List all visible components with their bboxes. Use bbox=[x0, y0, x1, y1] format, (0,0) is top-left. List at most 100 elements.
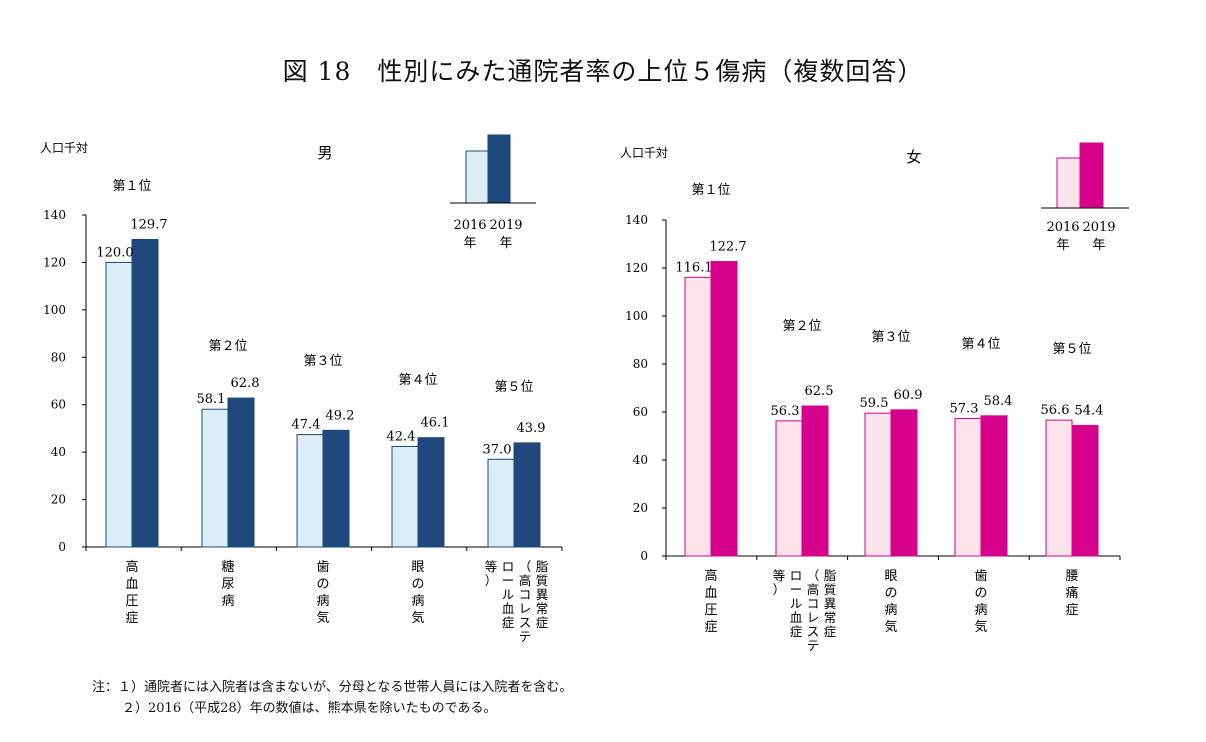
female-category-label: 眼 bbox=[884, 569, 897, 584]
male-value-label-2016: 120.0 bbox=[96, 245, 133, 260]
female-category-label: 常 bbox=[824, 610, 837, 625]
male-y-tick-label: 40 bbox=[51, 445, 66, 459]
female-category-label: 脂 bbox=[824, 568, 837, 583]
male-category-label: 症 bbox=[536, 615, 549, 630]
male-legend-swatch-2019 bbox=[487, 134, 511, 204]
female-bar-2019 bbox=[710, 261, 738, 557]
male-y-axis-label: 人口千対 bbox=[40, 141, 88, 155]
female-bar-2016 bbox=[684, 276, 712, 557]
male-category-label: 症 bbox=[502, 615, 515, 630]
male-category-label: ロ bbox=[502, 559, 515, 574]
male-category-label: 質 bbox=[536, 573, 549, 588]
male-bar-2019 bbox=[417, 437, 445, 548]
female-value-label-2019: 62.5 bbox=[805, 384, 834, 399]
female-bar-2016 bbox=[775, 420, 803, 557]
female-category-label: ） bbox=[773, 582, 786, 597]
female-category-label: （ bbox=[807, 568, 820, 583]
female-y-tick-label: 100 bbox=[625, 309, 648, 323]
male-value-label-2019: 43.9 bbox=[517, 421, 546, 436]
male-bar-2019 bbox=[227, 397, 255, 548]
male-category-label: コ bbox=[519, 587, 532, 602]
male-category-label: ー bbox=[502, 573, 515, 588]
male-category-label: （ bbox=[519, 559, 532, 574]
figure-title: 図 18 性別にみた通院者率の上位５傷病（複数回答） bbox=[282, 57, 924, 86]
male-value-label-2016: 47.4 bbox=[292, 418, 321, 433]
male-category-label: テ bbox=[519, 629, 532, 644]
male-bar-2016 bbox=[391, 445, 419, 548]
female-category-label: ル bbox=[790, 596, 803, 611]
female-chart-title: 女 bbox=[906, 148, 921, 166]
female-legend-label-1: 年 bbox=[1092, 238, 1105, 253]
female-legend-label-0: 年 bbox=[1056, 238, 1069, 253]
female-rank-label: 第３位 bbox=[871, 330, 910, 345]
female-category-label: ス bbox=[807, 624, 820, 639]
female-y-tick-label: 80 bbox=[633, 357, 648, 371]
male-category-label: 糖 bbox=[221, 559, 234, 575]
male-category-label: 異 bbox=[536, 587, 549, 602]
female-value-label-2016: 57.3 bbox=[950, 401, 979, 416]
note-2: ２）2016（平成28）年の数値は、熊本県を除いたものである。 bbox=[122, 701, 497, 716]
male-category-label: 病 bbox=[221, 594, 234, 609]
female-category-label: 気 bbox=[974, 619, 987, 635]
female-category-label: の bbox=[974, 586, 987, 601]
male-bar-2019 bbox=[513, 442, 541, 548]
female-rank-label: 第４位 bbox=[961, 337, 1000, 352]
female-category-label: 質 bbox=[824, 582, 837, 597]
male-rank-label: 第２位 bbox=[208, 339, 247, 354]
male-rank-label: 第４位 bbox=[398, 373, 437, 388]
male-category-label: の bbox=[411, 577, 424, 592]
male-value-label-2019: 129.7 bbox=[130, 217, 167, 232]
male-category-label: 気 bbox=[316, 610, 329, 626]
male-y-tick-label: 60 bbox=[51, 398, 66, 412]
male-legend-label-0: 2016 bbox=[453, 218, 486, 233]
male-category-label: 病 bbox=[316, 594, 329, 609]
female-y-tick-label: 120 bbox=[625, 261, 648, 275]
male-y-tick-label: 120 bbox=[43, 255, 66, 269]
male-category-label: 脂 bbox=[536, 559, 549, 574]
female-bar-2019 bbox=[801, 405, 829, 557]
female-category-label: 圧 bbox=[704, 603, 717, 618]
male-rank-label: 第１位 bbox=[112, 179, 151, 194]
female-category-label: 等 bbox=[773, 568, 786, 583]
male-value-label-2016: 42.4 bbox=[387, 429, 416, 444]
female-category-label: ー bbox=[790, 582, 803, 597]
female-legend-label-0: 2016 bbox=[1046, 220, 1079, 235]
male-y-tick-label: 80 bbox=[51, 350, 66, 364]
male-category-label: ） bbox=[485, 573, 498, 588]
female-category-label: 高 bbox=[704, 568, 717, 584]
female-category-label: レ bbox=[807, 610, 820, 625]
female-legend-label-1: 2019 bbox=[1082, 220, 1115, 235]
female-bar-2016 bbox=[1045, 419, 1073, 557]
female-category-label: ロ bbox=[790, 568, 803, 583]
male-category-label: の bbox=[316, 577, 329, 592]
female-category-label: 症 bbox=[824, 624, 837, 639]
male-category-label: 常 bbox=[536, 601, 549, 616]
female-y-tick-label: 140 bbox=[625, 213, 648, 227]
female-category-label: 症 bbox=[704, 620, 717, 635]
male-category-label: レ bbox=[519, 601, 532, 616]
male-category-label: 血 bbox=[502, 601, 515, 616]
female-y-tick-label: 40 bbox=[633, 453, 648, 467]
male-bar-2016 bbox=[201, 408, 229, 548]
male-chart-title: 男 bbox=[317, 144, 332, 162]
male-legend-label-0: 年 bbox=[463, 236, 476, 251]
female-value-label-2016: 116.1 bbox=[675, 260, 712, 275]
female-bar-2016 bbox=[954, 417, 982, 557]
note-1: 注：１）通院者には入院者は含まないが、分母となる世帯人員には入院者を含む。 bbox=[92, 680, 573, 695]
male-bar-2019 bbox=[322, 429, 350, 548]
male-category-label: 圧 bbox=[125, 594, 138, 609]
female-value-label-2019: 60.9 bbox=[894, 388, 923, 403]
male-bar-2019 bbox=[131, 238, 159, 548]
female-category-label: コ bbox=[807, 596, 820, 611]
female-value-label-2019: 122.7 bbox=[709, 240, 746, 255]
female-category-label: 血 bbox=[704, 586, 717, 601]
male-legend-swatch-2016 bbox=[465, 150, 489, 204]
female-value-label-2019: 54.4 bbox=[1075, 403, 1104, 418]
female-category-label: 症 bbox=[1065, 603, 1078, 618]
female-rank-label: 第２位 bbox=[782, 319, 821, 334]
female-category-label: 血 bbox=[790, 610, 803, 625]
male-bar-2016 bbox=[296, 434, 324, 548]
female-category-label: 痛 bbox=[1065, 585, 1078, 601]
male-y-tick-label: 100 bbox=[43, 303, 66, 317]
